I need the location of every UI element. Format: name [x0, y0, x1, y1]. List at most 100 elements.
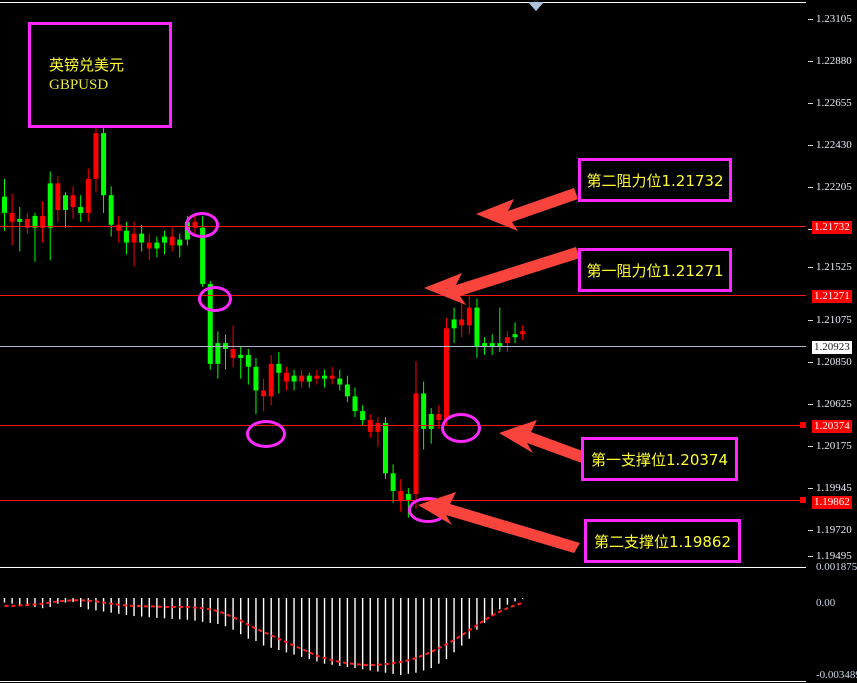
candle-body	[405, 493, 411, 500]
candle-body	[162, 236, 168, 243]
price-tick-label: 1.20625	[816, 398, 852, 410]
arrow-res2	[476, 188, 578, 231]
candle-body	[2, 196, 7, 213]
candle-body	[360, 411, 366, 421]
candle-body	[421, 393, 427, 429]
candle-body	[55, 183, 61, 211]
price-tick-label: 1.19862	[812, 496, 852, 509]
candle-body	[398, 491, 404, 500]
indicator-panel-top-border	[0, 567, 806, 568]
symbol-name-en: GBPUSD	[49, 77, 109, 93]
price-tick-label: 1.21732	[812, 221, 852, 234]
price-tick-label: 1.22205	[816, 181, 852, 193]
support-2-axis-marker	[800, 497, 806, 503]
candle-body	[512, 334, 518, 338]
price-axis-tick	[808, 61, 813, 62]
candle-body	[101, 133, 107, 196]
touch-ellipse-sup1-a	[246, 420, 286, 448]
arrow-res1	[424, 247, 580, 305]
touch-ellipse-sup1-b	[441, 413, 481, 443]
price-axis-tick	[808, 556, 813, 557]
touch-ellipse-res1	[198, 286, 232, 312]
candle-body	[352, 396, 358, 412]
resistance-1-line	[0, 295, 806, 296]
candle-body	[268, 363, 274, 397]
indicator-tick-label: -0.003489	[816, 669, 857, 681]
price-tick-label: 1.22655	[816, 97, 852, 109]
price-tick-label: 1.20374	[812, 420, 852, 433]
price-tick-label: 1.20850	[816, 356, 852, 368]
candle-body	[520, 331, 526, 335]
price-axis-tick	[808, 229, 813, 230]
candle-body	[459, 319, 465, 326]
candle-body	[9, 212, 15, 222]
resistance-2-line	[0, 226, 806, 227]
candle-body	[283, 372, 289, 382]
candle-body	[474, 307, 480, 347]
price-tick-label: 1.20923	[812, 341, 852, 354]
price-axis-tick	[808, 103, 813, 104]
symbol-name-cn: 英镑兑美元	[49, 56, 125, 74]
price-tick-label: 1.19945	[816, 482, 852, 494]
candle-body	[93, 133, 99, 179]
candle-body	[47, 183, 53, 228]
candle-body	[329, 375, 335, 379]
candle-body	[291, 375, 297, 382]
support-1-axis-marker	[800, 422, 806, 428]
candle-body	[139, 233, 145, 243]
candle-body	[413, 393, 419, 494]
price-axis-tick	[808, 530, 813, 531]
indicator-panel-bottom-border	[0, 681, 806, 682]
candle-body	[62, 195, 68, 211]
indicator-tick-label: 0.00	[816, 597, 836, 609]
price-axis-tick	[808, 19, 813, 20]
touch-ellipse-sup2	[408, 497, 448, 523]
candle-body	[451, 319, 457, 329]
candle-body	[238, 354, 244, 358]
candle-body	[85, 178, 91, 213]
price-tick-label: 1.22880	[816, 55, 852, 67]
candle-body	[70, 195, 76, 208]
price-tick-label: 1.19720	[816, 524, 852, 536]
candle-body	[108, 195, 114, 225]
chart-position-marker	[528, 2, 544, 11]
chart-top-border	[0, 2, 806, 3]
annotation-resistance-2: 第二阻力位1.21732	[578, 158, 732, 202]
candle-body	[123, 230, 129, 243]
macd-indicator-plot	[3, 598, 524, 675]
annotation-support-1-label: 第一支撑位1.20374	[590, 450, 729, 469]
candle-body	[337, 378, 343, 385]
support-2-line	[0, 500, 806, 501]
candle-body	[131, 233, 137, 243]
candle-body	[261, 390, 267, 397]
price-tick-label: 1.19495	[816, 550, 852, 562]
current-price-line	[0, 346, 806, 347]
price-tick-label: 1.21271	[812, 290, 852, 303]
candle-body	[466, 307, 472, 326]
candle-body	[177, 239, 183, 246]
price-tick-label: 1.21075	[816, 314, 852, 326]
candle-body	[436, 414, 442, 421]
price-axis-tick	[808, 187, 813, 188]
price-axis-tick	[808, 446, 813, 447]
candle-body	[276, 363, 282, 373]
price-tick-label: 1.23105	[816, 13, 852, 25]
candle-body	[306, 375, 312, 382]
price-tick-label: 1.21525	[816, 261, 852, 273]
candle-body	[322, 375, 328, 379]
symbol-title-box: 英镑兑美元 GBPUSD	[28, 22, 172, 128]
candle-body	[230, 349, 236, 358]
price-axis-tick	[808, 362, 813, 363]
price-axis-tick	[808, 488, 813, 489]
candle-body	[428, 414, 434, 429]
candle-body	[154, 242, 160, 249]
annotation-support-2: 第二支撑位1.19862	[584, 519, 741, 563]
price-axis-tick	[808, 267, 813, 268]
candle-body	[390, 473, 396, 492]
candle-body	[17, 218, 23, 222]
macd-signal-line	[4, 599, 523, 667]
price-axis-tick	[808, 404, 813, 405]
candle-body	[443, 328, 449, 421]
candle-body	[504, 337, 510, 344]
candle-body	[146, 242, 152, 249]
